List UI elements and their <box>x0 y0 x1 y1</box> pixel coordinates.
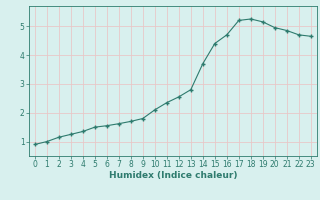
X-axis label: Humidex (Indice chaleur): Humidex (Indice chaleur) <box>108 171 237 180</box>
